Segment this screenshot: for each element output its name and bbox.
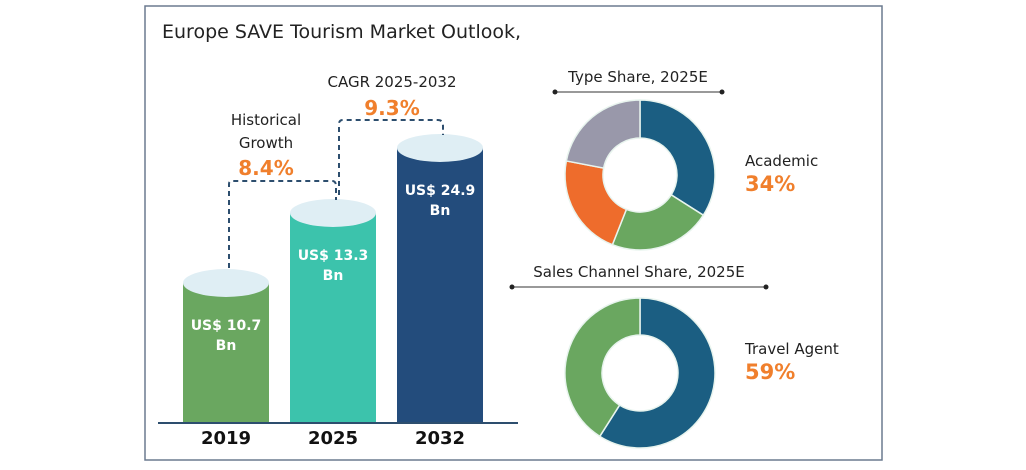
sales-channel-donut bbox=[564, 297, 716, 449]
bar-data-label: Bn bbox=[430, 203, 451, 219]
historical-label-2: Growth bbox=[239, 134, 293, 152]
bar-top-cap bbox=[183, 269, 269, 297]
bar-group: US$ 10.7 Bn 2019 US$ 13.3 Bn 2025 US$ 24.9 Bn 20… bbox=[183, 134, 483, 449]
rule-dot bbox=[552, 89, 558, 95]
x-tick-label: 2025 bbox=[308, 428, 358, 449]
bar-data-label: US$ 24.9 bbox=[405, 183, 476, 199]
historical-label-1: Historical bbox=[231, 111, 301, 129]
donut-slice bbox=[598, 297, 716, 449]
type-highlight-value: 34% bbox=[745, 172, 795, 196]
cagr-value: 9.3% bbox=[364, 96, 419, 120]
sales-highlight-label: Travel Agent bbox=[744, 340, 839, 358]
x-tick-label: 2019 bbox=[201, 428, 251, 449]
bar-data-label: US$ 13.3 bbox=[298, 248, 369, 264]
donut-slice bbox=[565, 99, 641, 169]
sales-highlight-value: 59% bbox=[745, 360, 795, 384]
bar-top-cap bbox=[397, 134, 483, 162]
cagr-label: CAGR 2025-2032 bbox=[327, 73, 456, 91]
bar-2019 bbox=[183, 283, 269, 423]
rule-dot bbox=[763, 284, 769, 290]
rule-dot bbox=[509, 284, 515, 290]
historical-connector bbox=[228, 180, 337, 268]
bar-top-cap bbox=[290, 199, 376, 227]
sales-channel-title: Sales Channel Share, 2025E bbox=[533, 263, 745, 281]
bar-data-label: Bn bbox=[216, 338, 237, 354]
bar-2025 bbox=[290, 213, 376, 423]
rule-dot bbox=[719, 89, 725, 95]
cagr-connector bbox=[338, 119, 444, 195]
bar-data-label: Bn bbox=[323, 268, 344, 284]
bar-2032 bbox=[397, 148, 483, 423]
chart-title: Europe SAVE Tourism Market Outlook, bbox=[162, 21, 521, 43]
donut-slice bbox=[639, 99, 716, 217]
bar-data-label: US$ 10.7 bbox=[191, 318, 262, 334]
type-share-donut bbox=[564, 99, 716, 251]
type-highlight-label: Academic bbox=[745, 152, 818, 170]
historical-value: 8.4% bbox=[238, 156, 293, 180]
donut-slice bbox=[564, 297, 641, 438]
x-tick-label: 2032 bbox=[415, 428, 465, 449]
type-share-title: Type Share, 2025E bbox=[567, 68, 708, 86]
